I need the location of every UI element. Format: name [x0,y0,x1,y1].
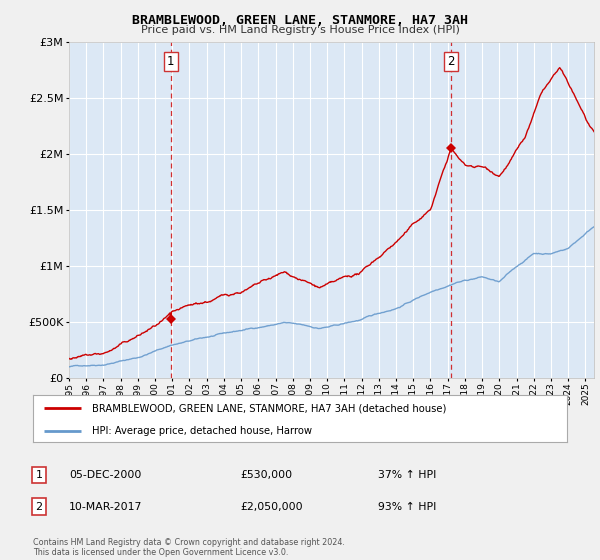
Text: BRAMBLEWOOD, GREEN LANE, STANMORE, HA7 3AH (detached house): BRAMBLEWOOD, GREEN LANE, STANMORE, HA7 3… [92,403,446,413]
Text: 10-MAR-2017: 10-MAR-2017 [69,502,142,512]
Text: 93% ↑ HPI: 93% ↑ HPI [378,502,436,512]
Text: 2: 2 [35,502,43,512]
Text: HPI: Average price, detached house, Harrow: HPI: Average price, detached house, Harr… [92,426,312,436]
Text: Price paid vs. HM Land Registry's House Price Index (HPI): Price paid vs. HM Land Registry's House … [140,25,460,35]
Text: 05-DEC-2000: 05-DEC-2000 [69,470,142,480]
Text: £2,050,000: £2,050,000 [240,502,302,512]
Text: 1: 1 [167,55,175,68]
Text: 2: 2 [447,55,455,68]
Text: £530,000: £530,000 [240,470,292,480]
Text: BRAMBLEWOOD, GREEN LANE, STANMORE, HA7 3AH: BRAMBLEWOOD, GREEN LANE, STANMORE, HA7 3… [132,14,468,27]
Text: Contains HM Land Registry data © Crown copyright and database right 2024.
This d: Contains HM Land Registry data © Crown c… [33,538,345,557]
Text: 1: 1 [35,470,43,480]
Text: 37% ↑ HPI: 37% ↑ HPI [378,470,436,480]
